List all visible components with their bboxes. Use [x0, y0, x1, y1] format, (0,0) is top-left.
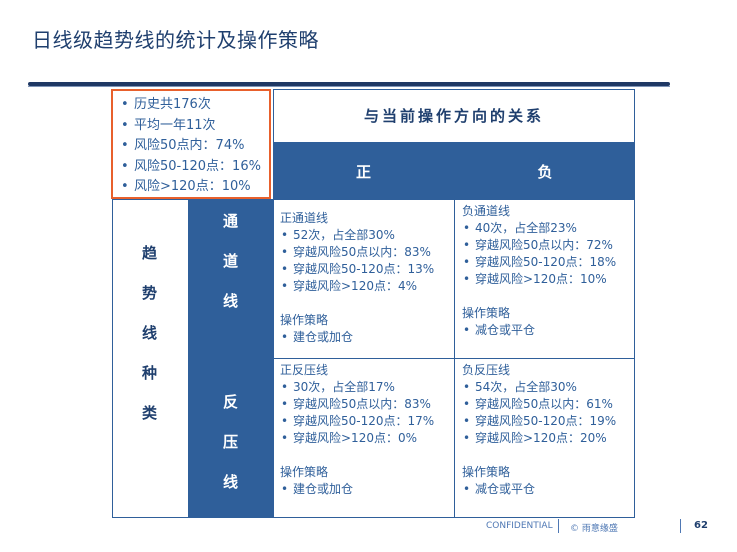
list-item: 54次，占全部30%: [462, 379, 635, 396]
list-item: 穿越风险50点以内：83%: [280, 244, 454, 261]
row-category: 趋 势 线 种 类: [112, 200, 187, 518]
grid-line: [112, 89, 113, 518]
row-category-char: 势: [141, 284, 157, 302]
footer-separator: [680, 519, 681, 533]
summary-item: 平均一年11次: [119, 116, 269, 137]
list-item: 穿越风险50-120点：17%: [280, 413, 454, 430]
row-label-char: 线: [222, 292, 238, 310]
strategy-title: 操作策略: [462, 465, 511, 479]
list-item: 穿越风险>120点：4%: [280, 278, 454, 295]
cell-title: 正通道线: [280, 211, 329, 225]
list-item: 穿越风险>120点：10%: [462, 271, 635, 288]
summary-box: 历史共176次 平均一年11次 风险50点内：74% 风险50-120点：16%…: [111, 89, 271, 199]
row-label-char: 压: [222, 432, 238, 451]
cell-title: 正反压线: [280, 363, 329, 377]
grid-line: [112, 199, 635, 200]
footer-confidential: CONFIDENTIAL: [486, 521, 553, 531]
table-header-label: 与当前操作方向的关系: [363, 107, 544, 125]
grid-line: [454, 142, 455, 518]
grid-line: [112, 517, 635, 518]
list-item: 穿越风险50-120点：18%: [462, 254, 635, 271]
row-category-char: 趋: [141, 244, 157, 262]
page-title: 日线级趋势线的统计及操作策略: [32, 28, 319, 52]
grid-line: [273, 89, 274, 518]
grid-line: [188, 358, 635, 359]
list-item: 减仓或平仓: [462, 481, 635, 498]
cell-positive-channel: 正通道线 52次，占全部30% 穿越风险50点以内：83% 穿越风险50-120…: [273, 200, 454, 358]
list-item: 穿越风险50点以内：61%: [462, 396, 635, 413]
strategy-title: 操作策略: [280, 465, 329, 479]
row-label-channel: 通 道 线: [188, 200, 273, 358]
list-item: 穿越风险50点以内：72%: [462, 237, 635, 254]
col-header-negative: 负: [455, 142, 635, 200]
cell-title: 负通道线: [462, 204, 511, 218]
cell-title: 负反压线: [462, 363, 511, 377]
grid-line: [634, 89, 635, 518]
row-label-char: 反: [222, 392, 238, 411]
row-label-char: 通: [222, 212, 238, 230]
row-label-char: 线: [222, 472, 238, 491]
list-item: 穿越风险50-120点：19%: [462, 413, 635, 430]
strategy-title: 操作策略: [280, 313, 329, 327]
cell-positive-pressure: 正反压线 30次，占全部17% 穿越风险50点以内：83% 穿越风险50-120…: [273, 359, 454, 518]
list-item: 穿越风险50-120点：13%: [280, 261, 454, 278]
col-header-negative-label: 负: [537, 162, 553, 181]
cell-negative-channel: 负通道线 40次，占全部23% 穿越风险50点以内：72% 穿越风险50-120…: [455, 200, 635, 358]
list-item: 30次，占全部17%: [280, 379, 454, 396]
list-item: 穿越风险50点以内：83%: [280, 396, 454, 413]
page-number: 62: [694, 520, 708, 531]
list-item: 穿越风险>120点：0%: [280, 430, 454, 447]
strategy-title: 操作策略: [462, 306, 511, 320]
table-header: 与当前操作方向的关系: [273, 89, 635, 142]
list-item: 穿越风险>120点：20%: [462, 430, 635, 447]
summary-item: 风险50点内：74%: [119, 136, 269, 157]
row-label-char: 道: [222, 252, 238, 270]
row-category-char: 种: [141, 364, 157, 382]
list-item: 40次，占全部23%: [462, 220, 635, 237]
footer-separator: [558, 519, 559, 533]
title-divider: [28, 82, 670, 87]
list-item: 建仓或加仓: [280, 481, 454, 498]
summary-item: 风险50-120点：16%: [119, 157, 269, 178]
summary-item: 历史共176次: [119, 95, 269, 116]
footer-copyright: © 雨意缘盛: [570, 524, 618, 534]
list-item: 减仓或平仓: [462, 322, 635, 339]
row-category-char: 类: [141, 404, 157, 422]
col-header-positive-label: 正: [355, 162, 371, 181]
row-category-char: 线: [141, 324, 157, 342]
row-label-pressure: 反 压 线: [188, 359, 273, 518]
summary-item: 风险>120点：10%: [119, 177, 269, 198]
grid-line: [273, 89, 635, 90]
col-header-positive: 正: [273, 142, 454, 200]
cell-negative-pressure: 负反压线 54次，占全部30% 穿越风险50点以内：61% 穿越风险50-120…: [455, 359, 635, 518]
list-item: 建仓或加仓: [280, 329, 454, 346]
list-item: 52次，占全部30%: [280, 227, 454, 244]
